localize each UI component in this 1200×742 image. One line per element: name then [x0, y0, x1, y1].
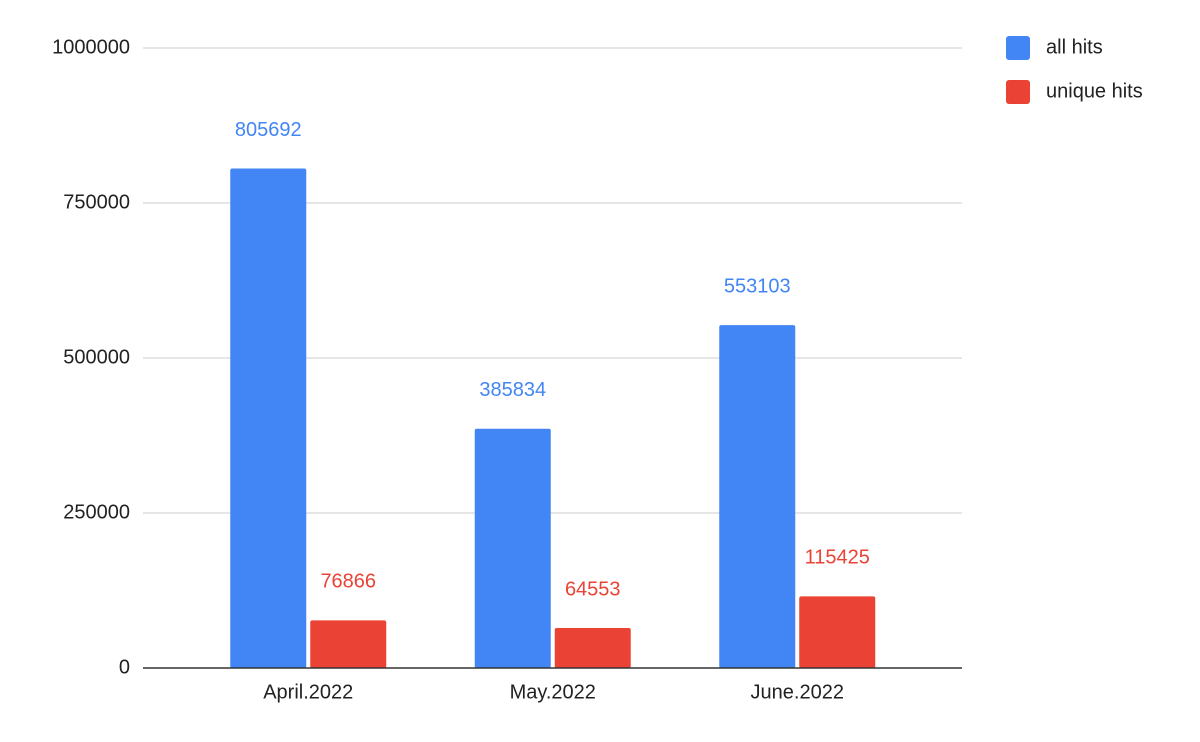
- data-label: 553103: [724, 275, 791, 297]
- data-label: 115425: [805, 547, 870, 569]
- legend-swatch: [1006, 36, 1030, 60]
- y-tick-label: 750000: [63, 191, 130, 213]
- bar: [230, 168, 307, 669]
- x-tick-label: April.2022: [263, 681, 353, 703]
- y-tick-label: 1000000: [52, 36, 130, 58]
- x-tick-label: May.2022: [510, 681, 596, 703]
- data-label: 76866: [320, 571, 376, 593]
- bar: [310, 620, 387, 668]
- data-label: 805692: [235, 119, 302, 141]
- data-label: 64553: [565, 578, 621, 600]
- bar: [799, 596, 876, 668]
- legend-label: all hits: [1046, 36, 1103, 58]
- bar: [719, 325, 796, 668]
- y-tick-label: 500000: [63, 346, 130, 368]
- x-tick-label: June.2022: [751, 681, 844, 703]
- bar: [474, 428, 551, 668]
- legend-label: unique hits: [1046, 80, 1143, 102]
- y-tick-label: 250000: [63, 501, 130, 523]
- y-tick-label: 0: [119, 656, 130, 678]
- data-label: 385834: [479, 379, 546, 401]
- bar: [554, 627, 631, 668]
- legend-swatch: [1006, 80, 1030, 104]
